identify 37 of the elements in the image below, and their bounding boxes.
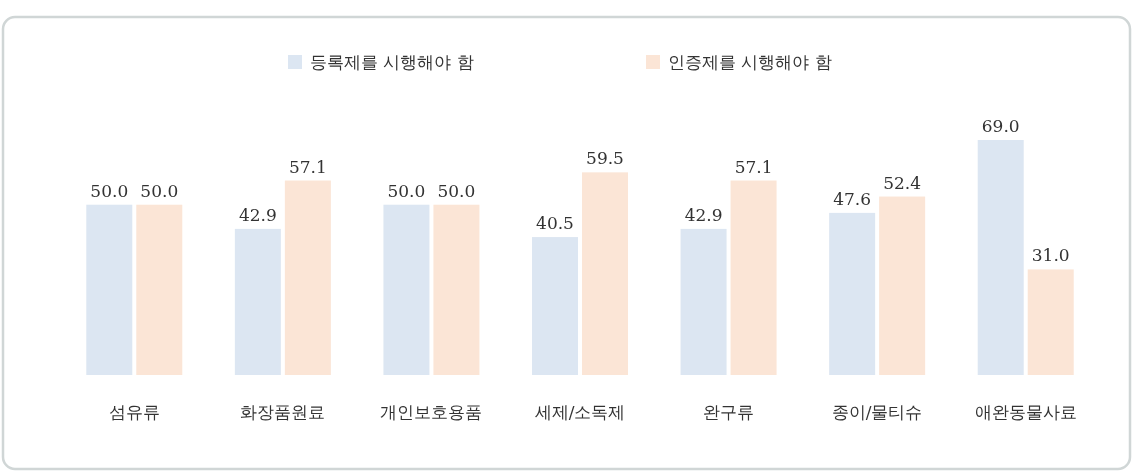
data-label: 50.0 (437, 180, 476, 201)
bar (532, 237, 578, 375)
data-label: 42.9 (684, 204, 723, 225)
bar (582, 172, 628, 375)
bar (680, 228, 727, 375)
data-label: 57.1 (734, 156, 773, 177)
x-tick-label: 애완동물사료 (974, 402, 1077, 422)
x-tick-label: 세제/소독제 (534, 402, 626, 422)
bar (829, 212, 876, 375)
bar (879, 196, 926, 375)
bar (730, 180, 777, 375)
bar (977, 140, 1024, 375)
data-label: 57.1 (288, 156, 327, 177)
data-label: 42.9 (238, 204, 277, 225)
bar (1027, 269, 1074, 375)
bar (383, 204, 430, 375)
legend-label: 인증제를 시행해야 함 (668, 52, 832, 72)
data-label: 50.0 (140, 180, 179, 201)
data-label: 50.0 (90, 180, 129, 201)
x-tick-label: 개인보호용품 (380, 402, 483, 422)
bar (136, 204, 183, 375)
x-tick-label: 화장품원료 (240, 402, 326, 422)
data-label: 52.4 (883, 172, 922, 193)
x-tick-label: 완구류 (703, 402, 755, 422)
x-tick-label: 종이/물티슈 (831, 402, 923, 422)
bar (284, 180, 331, 375)
x-tick-label: 섬유류 (108, 402, 160, 422)
data-label: 50.0 (387, 180, 426, 201)
bar (234, 228, 281, 375)
data-label: 40.5 (536, 213, 574, 234)
data-label: 59.5 (586, 148, 624, 169)
legend-label: 등록제를 시행해야 함 (310, 52, 474, 72)
bar (433, 204, 480, 375)
data-label: 69.0 (981, 116, 1020, 136)
data-label: 31.0 (1031, 245, 1070, 266)
bar (86, 204, 133, 375)
data-label: 47.6 (833, 188, 872, 209)
